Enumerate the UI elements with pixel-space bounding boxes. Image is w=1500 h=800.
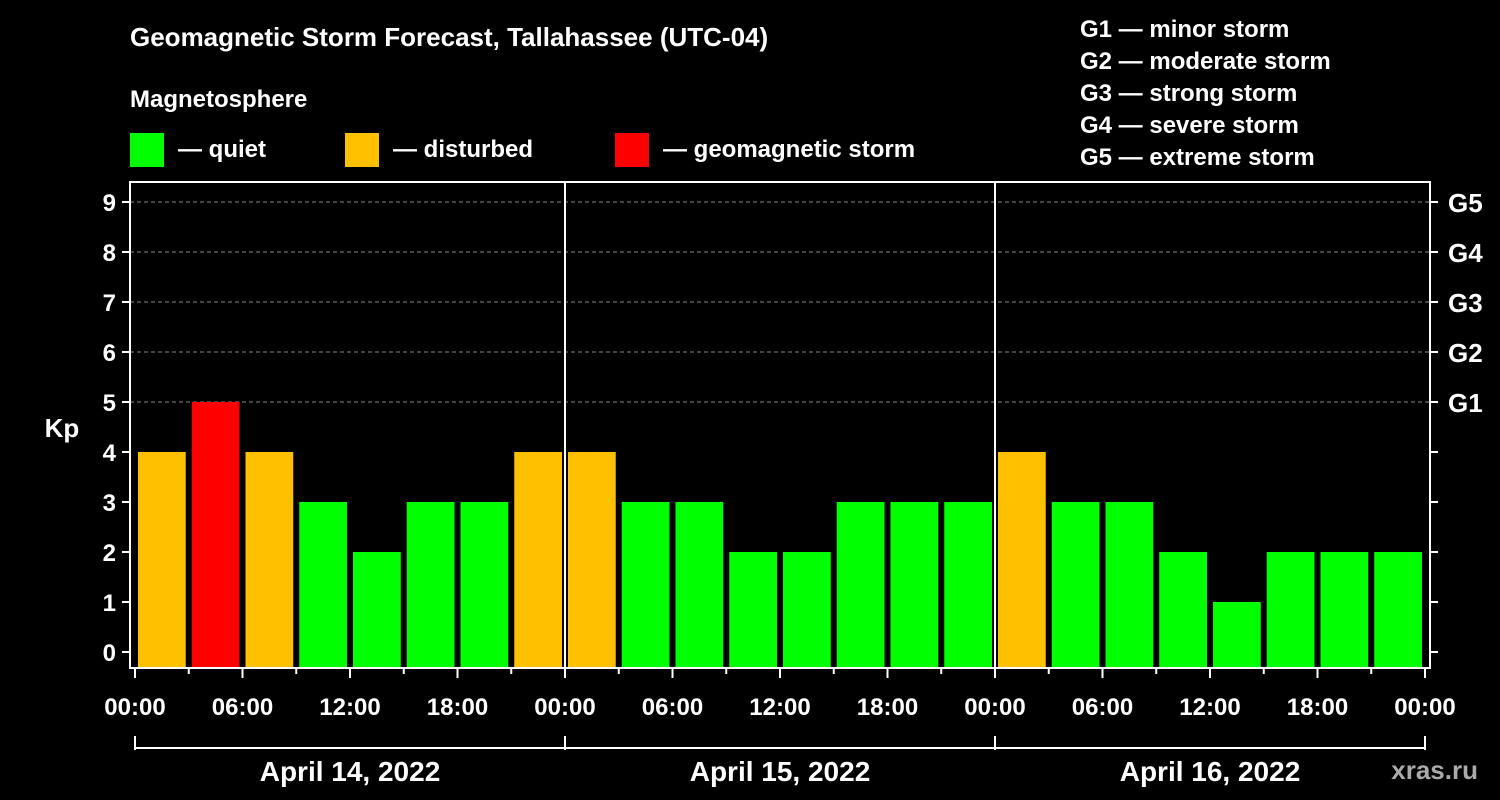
xtick-label-1: 00:00 [104,694,165,721]
right-tick-label-G1: G1 [1448,388,1483,418]
kp-bar-16 [944,502,992,668]
kp-bar-11 [675,502,724,668]
kp-bar-24 [1374,552,1422,668]
legend-quiet-swatch [130,133,164,167]
legend-storm: — geomagnetic storm [615,133,915,167]
storm-scale-g3: G3 — strong storm [1080,80,1298,107]
xtick-label-8: 18:00 [857,694,918,721]
ytick-label-8: 8 [103,240,116,267]
legend-quiet-label: — quiet [178,136,266,163]
kp-bar-12 [729,552,777,668]
day-label-3: April 16, 2022 [1120,756,1301,787]
legend-disturbed: — disturbed [345,133,533,167]
y-axis-label: Kp [45,413,80,443]
ytick-label-4: 4 [103,440,117,467]
magnetosphere-title: Magnetosphere [130,86,308,113]
xtick-label-9: 00:00 [964,694,1025,721]
legend-disturbed-swatch [345,133,379,167]
storm-scale-g1: G1 — minor storm [1080,16,1290,43]
kp-bar-2 [191,402,240,668]
kp-bar-17 [998,452,1046,668]
kp-bar-15 [890,502,939,668]
xtick-label-4: 18:00 [427,694,488,721]
xtick-label-13: 00:00 [1394,694,1455,721]
kp-bar-18 [1051,502,1100,668]
storm-scale-g5: G5 — extreme storm [1080,144,1315,171]
ytick-label-1: 1 [103,590,116,617]
storm-scale-g4: G4 — severe storm [1080,112,1299,139]
kp-bar-7 [460,502,509,668]
kp-bar-9 [568,452,616,668]
day-label-2: April 15, 2022 [690,756,871,787]
xtick-label-10: 06:00 [1072,694,1133,721]
kp-bar-20 [1159,552,1207,668]
kp-bar-3 [245,452,294,668]
kp-bar-23 [1320,552,1369,668]
kp-bar-13 [783,552,831,668]
kp-bar-21 [1213,602,1261,668]
legend-disturbed-label: — disturbed [393,136,534,163]
xtick-label-11: 12:00 [1179,694,1240,721]
xtick-label-6: 06:00 [642,694,703,721]
ytick-label-5: 5 [103,390,116,417]
kp-bar-6 [406,502,455,668]
legend-storm-swatch [615,133,649,167]
kp-bar-19 [1105,502,1154,668]
kp-bar-22 [1266,552,1315,668]
kp-bar-4 [299,502,347,668]
ytick-label-7: 7 [103,290,116,317]
kp-bar-10 [621,502,670,668]
right-tick-label-G2: G2 [1448,338,1483,368]
storm-scale-list: G1 — minor storm G2 — moderate storm G3 … [1080,14,1331,174]
kp-bar-1 [138,452,186,668]
right-tick-label-G4: G4 [1448,238,1483,268]
ytick-label-2: 2 [103,540,116,567]
xtick-label-3: 12:00 [319,694,380,721]
legend-storm-label: — geomagnetic storm [663,136,916,163]
ytick-label-9: 9 [103,190,116,217]
watermark: xras.ru [1391,755,1478,785]
day-label-1: April 14, 2022 [260,756,441,787]
right-tick-label-G3: G3 [1448,288,1483,318]
xtick-label-7: 12:00 [749,694,810,721]
ytick-label-3: 3 [103,490,116,517]
xtick-label-5: 00:00 [534,694,595,721]
legend-quiet: — quiet [130,133,266,167]
ytick-label-6: 6 [103,340,116,367]
ytick-label-0: 0 [103,640,116,667]
kp-bar-8 [514,452,562,668]
right-tick-label-G5: G5 [1448,188,1483,218]
kp-bar-14 [836,502,885,668]
xtick-label-12: 18:00 [1287,694,1348,721]
kp-bar-5 [353,552,401,668]
xtick-label-2: 06:00 [212,694,273,721]
chart-title: Geomagnetic Storm Forecast, Tallahassee … [130,22,769,52]
storm-scale-g2: G2 — moderate storm [1080,48,1331,75]
